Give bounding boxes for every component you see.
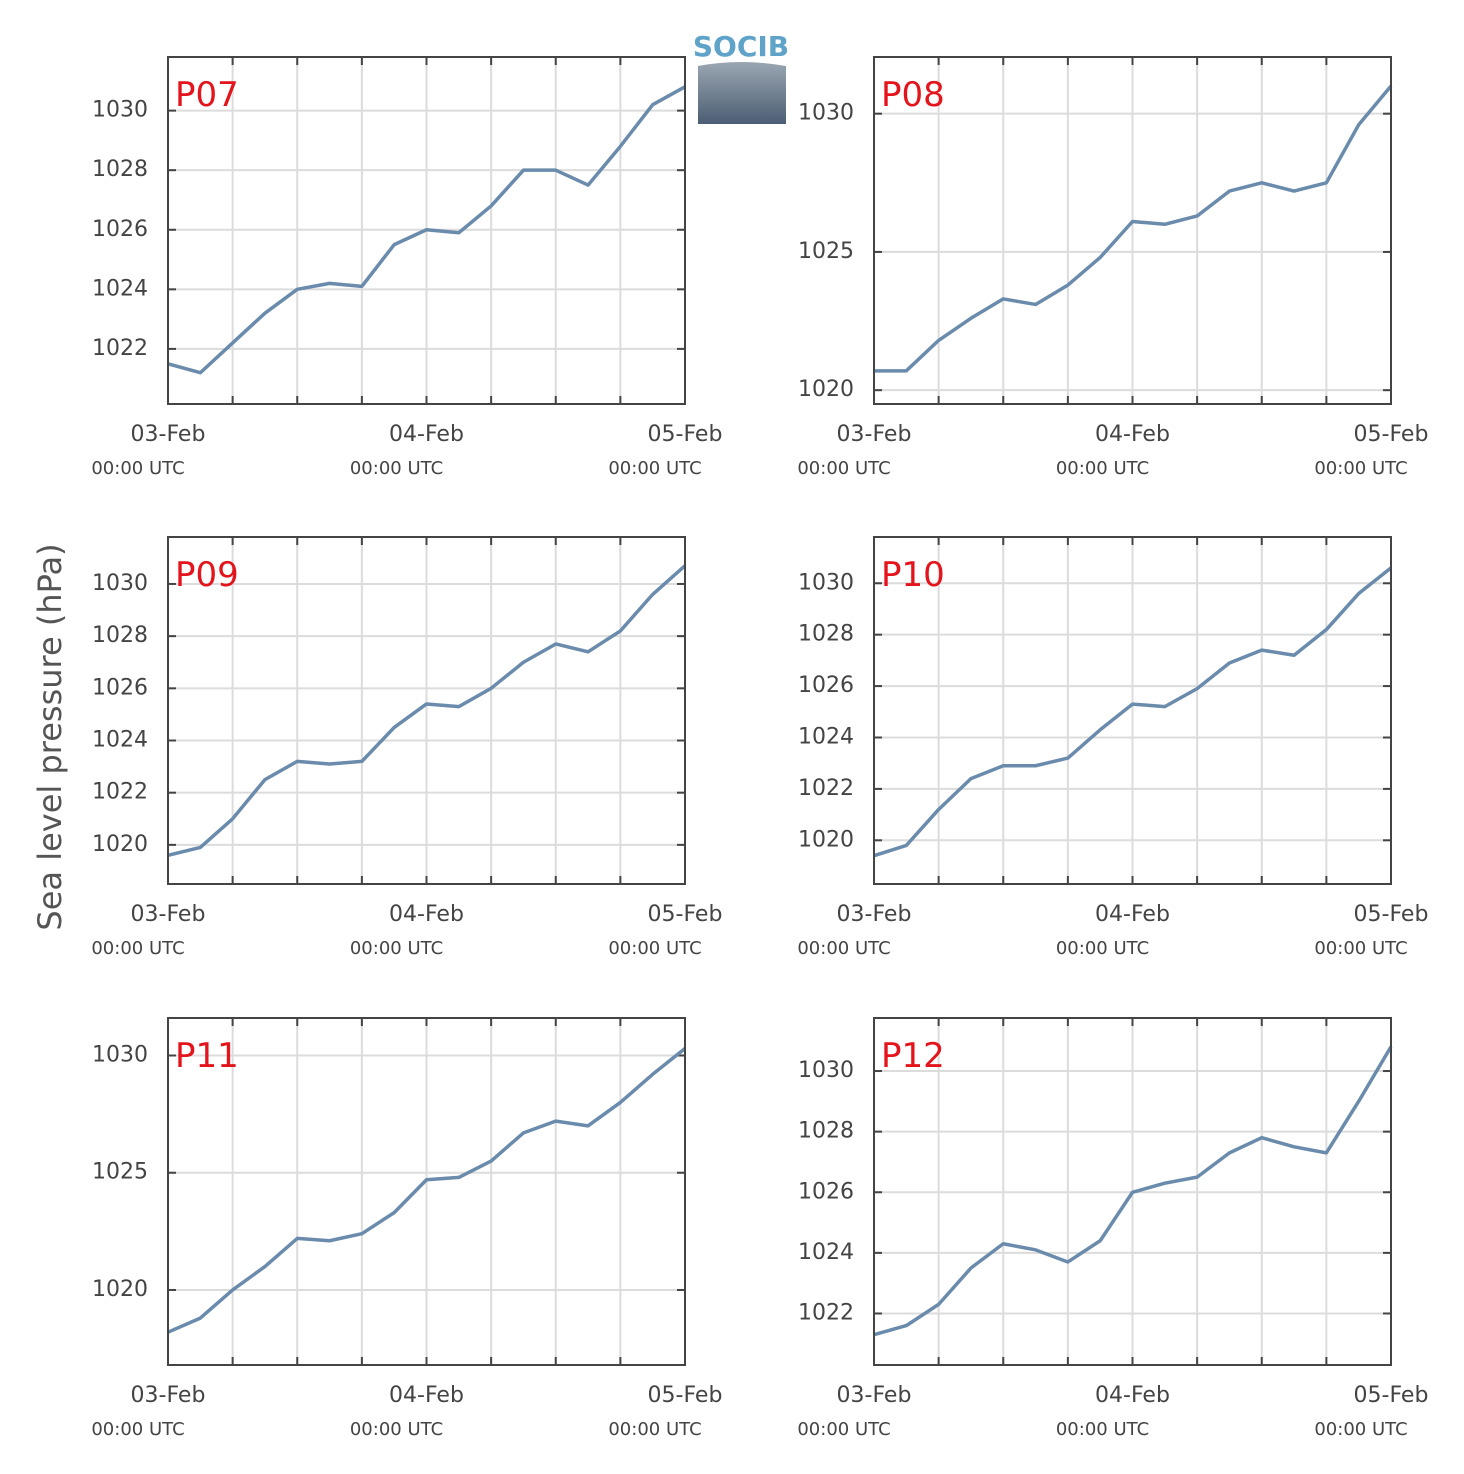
y-tick-label: 1028	[92, 623, 148, 648]
x-tick-label: 03-Feb	[837, 422, 912, 447]
y-tick-label: 1028	[798, 1119, 854, 1144]
y-tick-label: 1024	[798, 1240, 854, 1265]
panel: 1020 1022 1024 1026 1028 1030 03-Feb 00:00 UTC 0…	[797, 536, 1429, 959]
y-axis-label: Sea level pressure (hPa)	[31, 543, 69, 930]
y-tick-label: 1030	[92, 98, 148, 123]
y-tick-label: 1022	[92, 336, 148, 361]
y-tick-label: 1030	[92, 571, 148, 596]
line	[167, 85, 686, 375]
y-tick-label: 1028	[798, 622, 854, 647]
x-tick-label: 03-Feb	[131, 1383, 206, 1408]
y-tick-label: 1030	[798, 1058, 854, 1083]
logo: SOCIB	[693, 30, 789, 124]
y-tick-label: 1026	[798, 673, 854, 698]
y-tick-label: 1026	[798, 1179, 854, 1204]
x-tick-label: 03-Feb	[837, 1383, 912, 1408]
x-tick-sublabel: 00:00 UTC	[608, 1419, 701, 1440]
x-tick-sublabel: 00:00 UTC	[1056, 458, 1149, 479]
panel-title: P08	[881, 75, 945, 115]
y-tick-label: 1020	[92, 1277, 148, 1302]
y-tick-label: 1024	[92, 276, 148, 301]
x-tick-label: 05-Feb	[648, 1383, 723, 1408]
x-tick-sublabel: 00:00 UTC	[1314, 1419, 1407, 1440]
plot-frame	[167, 1017, 686, 1366]
y-tick-label: 1030	[798, 570, 854, 595]
y-tick-label: 1020	[798, 377, 854, 402]
y-tick-label: 1028	[92, 157, 148, 182]
x-tick-label: 04-Feb	[1095, 1383, 1170, 1408]
x-tick-sublabel: 00:00 UTC	[608, 458, 701, 479]
x-tick-sublabel: 00:00 UTC	[608, 938, 701, 959]
panel-title: P07	[175, 75, 239, 115]
y-tick-label: 1022	[92, 780, 148, 805]
x-tick-sublabel: 00:00 UTC	[1056, 938, 1149, 959]
y-tick-label: 1026	[92, 675, 148, 700]
x-tick-sublabel: 00:00 UTC	[91, 938, 184, 959]
x-tick-label: 04-Feb	[389, 1383, 464, 1408]
x-tick-sublabel: 00:00 UTC	[350, 458, 443, 479]
x-tick-label: 03-Feb	[131, 902, 206, 927]
x-tick-label: 03-Feb	[837, 902, 912, 927]
x-tick-label: 05-Feb	[648, 422, 723, 447]
y-tick-label: 1030	[798, 101, 854, 126]
line	[873, 1045, 1393, 1337]
logo-shape	[698, 62, 786, 124]
logo-text: SOCIB	[693, 30, 789, 63]
y-tick-label: 1024	[92, 728, 148, 753]
panel-title: P11	[175, 1036, 239, 1076]
line	[873, 566, 1393, 858]
x-tick-label: 05-Feb	[1354, 902, 1429, 927]
x-tick-label: 03-Feb	[131, 422, 206, 447]
x-tick-sublabel: 00:00 UTC	[1314, 458, 1407, 479]
y-tick-label: 1025	[798, 239, 854, 264]
plot-frame	[167, 536, 686, 885]
plot-frame	[873, 1017, 1392, 1366]
x-tick-label: 05-Feb	[1354, 1383, 1429, 1408]
x-tick-sublabel: 00:00 UTC	[1056, 1419, 1149, 1440]
y-tick-label: 1025	[92, 1160, 148, 1185]
y-tick-label: 1022	[798, 1300, 854, 1325]
x-tick-sublabel: 00:00 UTC	[350, 938, 443, 959]
panel-title: P09	[175, 555, 239, 595]
plot-frame	[873, 56, 1392, 405]
x-tick-sublabel: 00:00 UTC	[91, 458, 184, 479]
y-tick-label: 1030	[92, 1043, 148, 1068]
x-tick-sublabel: 00:00 UTC	[91, 1419, 184, 1440]
line	[874, 84, 1393, 373]
panel: 1022 1024 1026 1028 1030 03-Feb 00:00 UTC 04-Fe…	[797, 1017, 1429, 1440]
y-tick-label: 1022	[798, 776, 854, 801]
x-tick-sublabel: 00:00 UTC	[797, 1419, 890, 1440]
y-tick-label: 1026	[92, 217, 148, 242]
line	[167, 564, 687, 858]
panel: 1020 1025 1030 03-Feb 00:00 UTC 04-Feb 00:00 U…	[797, 56, 1429, 479]
panel: 1022 1024 1026 1028 1030 03-Feb 00:00 UTC 04-Fe…	[91, 56, 723, 479]
x-tick-label: 04-Feb	[389, 902, 464, 927]
panel-title: P10	[881, 555, 945, 595]
x-tick-sublabel: 00:00 UTC	[797, 938, 890, 959]
plot-frame	[167, 56, 686, 405]
panel: 1020 1022 1024 1026 1028 1030 03-Feb 00:00 UTC 0…	[91, 536, 723, 959]
y-tick-label: 1024	[798, 724, 854, 749]
line	[167, 1047, 687, 1334]
x-tick-sublabel: 00:00 UTC	[1314, 938, 1407, 959]
x-tick-label: 05-Feb	[648, 902, 723, 927]
x-tick-sublabel: 00:00 UTC	[350, 1419, 443, 1440]
plot-frame	[873, 536, 1392, 885]
x-tick-sublabel: 00:00 UTC	[797, 458, 890, 479]
x-tick-label: 05-Feb	[1354, 422, 1429, 447]
y-tick-label: 1020	[798, 827, 854, 852]
y-tick-label: 1020	[92, 832, 148, 857]
x-tick-label: 04-Feb	[1095, 422, 1170, 447]
x-tick-label: 04-Feb	[389, 422, 464, 447]
x-tick-label: 04-Feb	[1095, 902, 1170, 927]
panel-title: P12	[881, 1036, 945, 1076]
panel: 1020 1025 1030 03-Feb 00:00 UTC 04-Feb 00:00 U…	[91, 1017, 723, 1440]
